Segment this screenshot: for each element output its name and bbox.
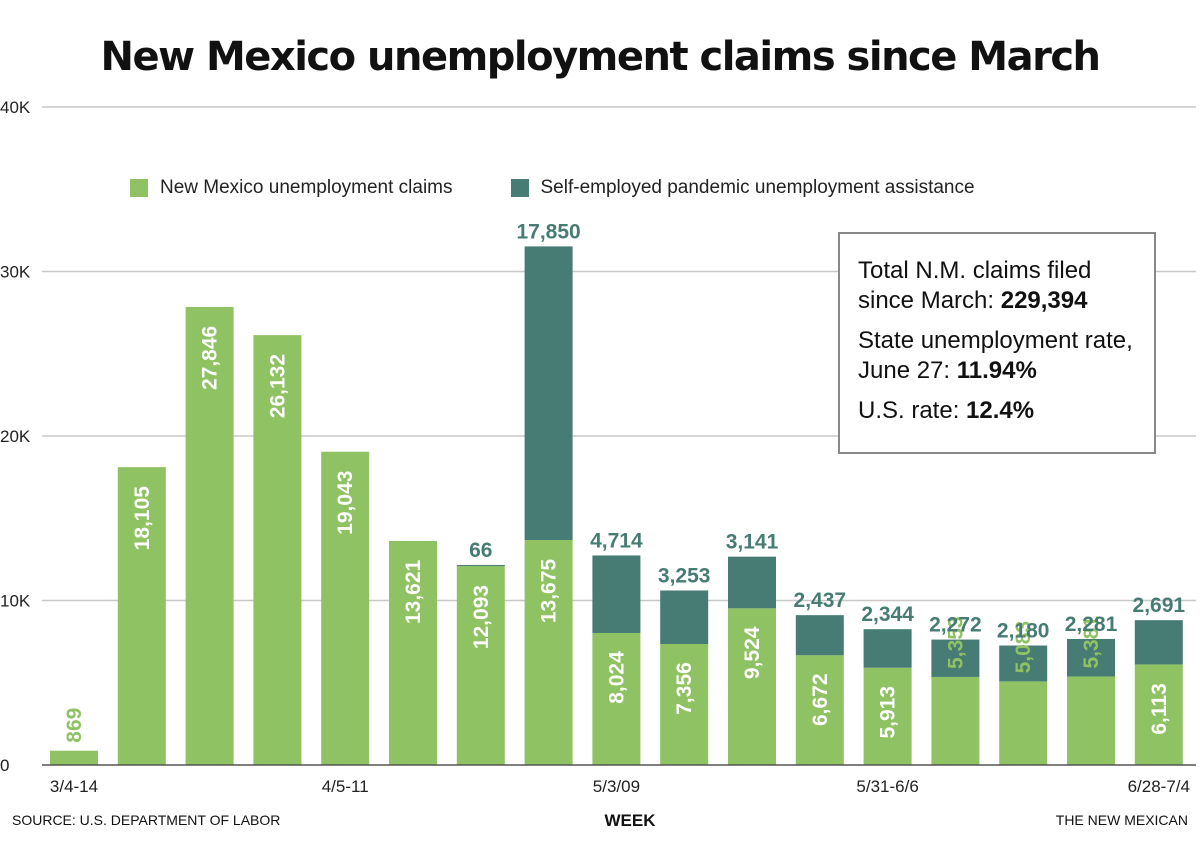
data-label-pua: 17,850 bbox=[516, 220, 580, 243]
data-label-pua: 2,272 bbox=[929, 614, 982, 637]
info-us-rate: U.S. rate: 12.4% bbox=[858, 396, 1136, 426]
bar-pua bbox=[931, 639, 980, 677]
bar-nm-claims bbox=[795, 655, 844, 765]
bar-nm-claims bbox=[50, 750, 98, 765]
x-tick-label: 5/31-6/6 bbox=[856, 777, 918, 796]
data-label-nm-claims: 6,672 bbox=[809, 673, 832, 726]
legend-swatch-nm-claims bbox=[130, 179, 148, 197]
y-tick-label: 0 bbox=[0, 756, 9, 775]
data-label-nm-claims: 7,356 bbox=[673, 662, 696, 715]
data-label-nm-claims: 5,913 bbox=[877, 686, 900, 739]
data-label-pua: 2,344 bbox=[861, 603, 914, 626]
bar-nm-claims bbox=[592, 633, 641, 765]
data-label-pua: 3,141 bbox=[726, 531, 779, 554]
legend-swatch-pua bbox=[510, 179, 529, 197]
info-box: Total N.M. claims filed since March: 229… bbox=[838, 232, 1156, 454]
data-label-nm-claims: 8,024 bbox=[605, 651, 628, 704]
legend: New Mexico unemployment claims Self-empl… bbox=[130, 176, 1033, 200]
bar-nm-claims bbox=[185, 306, 234, 765]
data-label-nm-claims: 5,353 bbox=[944, 616, 967, 669]
x-axis-title: WEEK bbox=[604, 811, 656, 830]
bar-pua bbox=[592, 555, 641, 634]
bar-pua bbox=[456, 564, 505, 567]
info-total-claims-text: Total N.M. claims filed since March: bbox=[858, 257, 1092, 314]
bar-nm-claims bbox=[524, 540, 573, 765]
legend-item-pua: Self-employed pandemic unemployment assi… bbox=[510, 177, 975, 199]
bar-nm-claims bbox=[456, 566, 505, 765]
info-state-rate-value: 11.94% bbox=[956, 357, 1037, 384]
data-label-nm-claims: 6,113 bbox=[1148, 683, 1171, 734]
info-total-claims: Total N.M. claims filed since March: 229… bbox=[858, 256, 1136, 316]
data-label-pua: 3,253 bbox=[658, 564, 711, 587]
bar-nm-claims bbox=[660, 643, 709, 765]
chart-title: New Mexico unemployment claims since Mar… bbox=[100, 34, 1101, 80]
bar-pua bbox=[863, 629, 912, 668]
x-tick-label: 5/3/09 bbox=[593, 777, 640, 796]
data-label-pua: 2,691 bbox=[1133, 594, 1186, 617]
bar-nm-claims bbox=[863, 667, 912, 765]
data-label-nm-claims: 12,093 bbox=[470, 585, 493, 649]
data-label-nm-claims: 27,846 bbox=[199, 326, 222, 390]
data-label-nm-claims: 19,043 bbox=[334, 471, 357, 535]
x-tick-label: 3/4-14 bbox=[50, 777, 98, 796]
data-label-nm-claims: 18,105 bbox=[131, 486, 154, 551]
bar-nm-claims bbox=[1067, 676, 1115, 765]
bar-nm-claims bbox=[931, 676, 980, 765]
info-us-rate-text: U.S. rate: bbox=[858, 397, 960, 424]
x-tick-label: 4/5-11 bbox=[322, 777, 369, 796]
y-tick-label: 10K bbox=[0, 592, 31, 611]
data-label-nm-claims: 5,381 bbox=[1080, 616, 1103, 669]
bar-nm-claims bbox=[253, 335, 302, 765]
bar-pua bbox=[1134, 620, 1183, 665]
data-label-pua: 2,180 bbox=[997, 620, 1050, 643]
bar-pua bbox=[728, 556, 776, 609]
data-label-nm-claims: 869 bbox=[63, 708, 86, 743]
credit-note: THE NEW MEXICAN bbox=[1055, 812, 1188, 828]
bar-pua bbox=[999, 645, 1048, 682]
legend-item-nm-claims: New Mexico unemployment claims bbox=[130, 177, 453, 199]
y-tick-label: 30K bbox=[0, 263, 31, 282]
data-label-pua: 2,281 bbox=[1065, 613, 1118, 636]
data-label-pua: 4,714 bbox=[590, 529, 643, 552]
x-tick-label: 6/28-7/4 bbox=[1128, 777, 1190, 796]
bar-nm-claims bbox=[117, 467, 166, 765]
data-label-pua: 66 bbox=[469, 539, 492, 562]
data-label-nm-claims: 13,675 bbox=[538, 559, 561, 624]
source-note: SOURCE: U.S. DEPARTMENT OF LABOR bbox=[12, 812, 281, 828]
bar-pua bbox=[795, 615, 844, 656]
bar-pua bbox=[1067, 638, 1115, 677]
bar-nm-claims bbox=[999, 681, 1048, 765]
bar-pua bbox=[660, 590, 709, 644]
data-label-nm-claims: 26,132 bbox=[266, 354, 289, 418]
info-state-rate-text: State unemployment rate, June 27: bbox=[858, 327, 1133, 384]
info-total-claims-value: 229,394 bbox=[1000, 287, 1088, 314]
legend-label-nm-claims: New Mexico unemployment claims bbox=[160, 177, 453, 198]
bar-nm-claims bbox=[389, 540, 437, 765]
data-label-nm-claims: 5,083 bbox=[1012, 621, 1035, 674]
y-tick-label: 40K bbox=[0, 98, 31, 117]
bar-nm-claims bbox=[728, 608, 776, 765]
info-us-rate-value: 12.4% bbox=[966, 397, 1035, 424]
legend-label-pua: Self-employed pandemic unemployment assi… bbox=[540, 177, 975, 198]
data-label-pua: 2,437 bbox=[794, 589, 847, 612]
bar-nm-claims bbox=[1134, 664, 1183, 765]
data-label-nm-claims: 9,524 bbox=[741, 626, 764, 679]
bar-nm-claims bbox=[321, 451, 370, 765]
bar-pua bbox=[524, 246, 573, 541]
info-state-rate: State unemployment rate, June 27: 11.94% bbox=[858, 326, 1136, 386]
data-label-nm-claims: 13,621 bbox=[402, 560, 425, 625]
y-tick-label: 20K bbox=[0, 427, 31, 446]
